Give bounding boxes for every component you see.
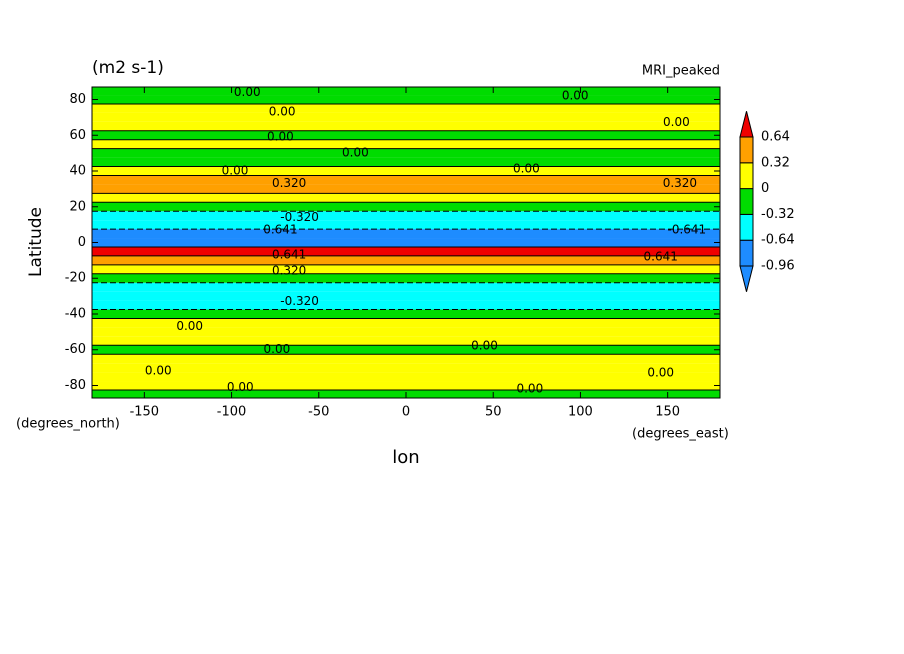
contour-band <box>92 318 720 328</box>
contour-label: 0.00 <box>234 85 261 99</box>
colorbar-box <box>739 213 754 241</box>
colorbar-box <box>739 188 754 215</box>
contour-band <box>92 121 720 131</box>
contour-label: 0.320 <box>272 264 306 278</box>
x-tick-label: -50 <box>308 405 329 420</box>
contour-band <box>92 255 720 265</box>
contour-band <box>92 193 720 203</box>
colorbar-label: -0.32 <box>761 207 795 222</box>
x-tick-label: -100 <box>217 405 247 420</box>
colorbar-label: 0 <box>761 181 769 196</box>
contour-band <box>92 148 720 158</box>
contour-band <box>92 246 720 256</box>
y-tick-label: -40 <box>65 306 86 321</box>
contour-label: 0.00 <box>267 130 294 144</box>
contour-label: 0.00 <box>516 382 543 396</box>
contour-label: -0.320 <box>280 210 319 224</box>
contour-band <box>92 229 720 239</box>
y-tick-label: 60 <box>69 128 86 143</box>
chart-subtitle: MRI_peaked <box>642 64 720 79</box>
colorbar-label: -0.96 <box>761 259 795 274</box>
chart-title: (m2 s-1) <box>92 58 164 78</box>
contour-band <box>92 130 720 140</box>
contour-label: 0.00 <box>471 339 498 353</box>
contour-band <box>92 363 720 373</box>
contour-band <box>92 282 720 292</box>
y-tick-label: -20 <box>65 271 86 286</box>
x-tick-label: 150 <box>655 405 680 420</box>
contour-band <box>92 336 720 346</box>
contour-label: 0.641 <box>272 248 306 262</box>
contour-label: 0.00 <box>663 115 690 129</box>
contour-label: 0.641 <box>644 249 678 263</box>
contour-band <box>92 300 720 310</box>
contour-band <box>92 175 720 185</box>
contour-band <box>92 103 720 113</box>
x-tick-label: 0 <box>402 405 410 420</box>
contour-label: -0.641 <box>668 222 707 236</box>
colorbar-box <box>739 136 754 164</box>
contour-band <box>92 354 720 364</box>
contour-label: 0.00 <box>222 164 249 178</box>
colorbar-label: 0.32 <box>761 155 790 170</box>
colorbar-label: 0.64 <box>761 130 790 145</box>
contour-label: 0.00 <box>342 146 369 160</box>
contour-label: 0.00 <box>513 162 540 176</box>
contour-band <box>92 264 720 274</box>
contour-label: 0.00 <box>227 380 254 394</box>
contour-band <box>92 372 720 382</box>
contour-band <box>92 273 720 283</box>
contour-label: 0.641 <box>263 222 297 236</box>
contour-label: 0.320 <box>663 176 697 190</box>
colorbar-box <box>739 239 754 267</box>
colorbar-label: -0.64 <box>761 233 795 248</box>
contour-band <box>92 166 720 176</box>
contour-band <box>92 202 720 212</box>
contour-label: 0.00 <box>264 342 291 356</box>
y-units: (degrees_north) <box>16 417 120 432</box>
x-axis-label: lon <box>392 447 419 468</box>
contour-band <box>92 291 720 301</box>
contour-label: -0.320 <box>280 294 319 308</box>
contour-label: 0.00 <box>647 365 674 379</box>
contour-label: 0.00 <box>145 364 172 378</box>
contour-label: 0.00 <box>176 319 203 333</box>
x-tick-label: -150 <box>130 405 160 420</box>
x-units: (degrees_east) <box>632 427 729 442</box>
y-tick-label: 0 <box>78 235 86 250</box>
contour-band <box>92 139 720 149</box>
y-tick-label: 40 <box>69 164 86 179</box>
y-tick-label: -60 <box>65 342 86 357</box>
x-tick-label: 100 <box>568 405 593 420</box>
x-tick-label: 50 <box>485 405 502 420</box>
colorbar-box <box>739 162 754 190</box>
contour-label: 0.00 <box>269 105 296 119</box>
contour-band <box>92 184 720 194</box>
contour-band <box>92 95 720 104</box>
contour-label: 0.00 <box>562 88 589 102</box>
colorbar-triangle <box>739 111 754 138</box>
colorbar-triangle <box>739 265 754 292</box>
contour-band <box>92 309 720 319</box>
contour-band <box>92 345 720 355</box>
contour-label: 0.320 <box>272 176 306 190</box>
y-tick-label: 20 <box>69 199 86 214</box>
contour-band <box>92 238 720 247</box>
y-axis-label: Latitude <box>26 207 46 277</box>
contour-band <box>92 327 720 337</box>
y-tick-label: 80 <box>69 92 86 107</box>
contour-band <box>92 220 720 230</box>
contour-band <box>92 157 720 167</box>
contour-band <box>92 211 720 221</box>
y-tick-label: -80 <box>65 378 86 393</box>
contour-band <box>92 112 720 122</box>
contour-band <box>92 381 720 390</box>
